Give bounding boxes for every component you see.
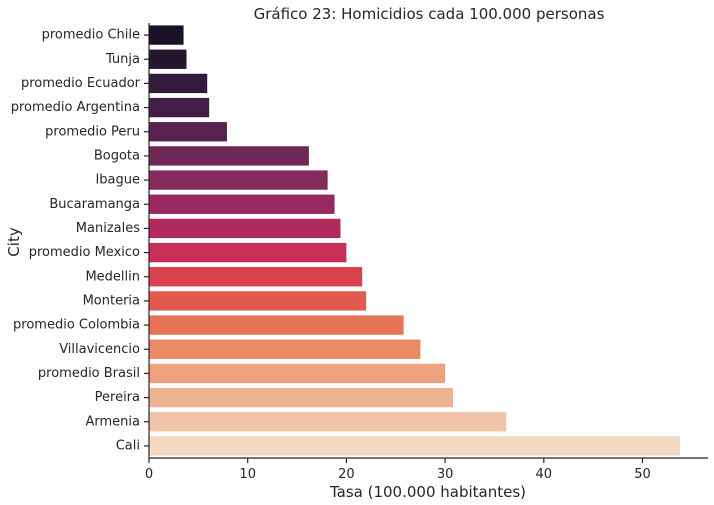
category-label: Villavicencio <box>59 342 140 357</box>
category-label: Tunja <box>105 52 140 67</box>
x-tick-label: 20 <box>338 467 355 482</box>
category-label: promedio Brasil <box>38 366 140 381</box>
x-tick-label: 0 <box>145 467 153 482</box>
bar-cali <box>149 436 681 456</box>
x-tick-label: 10 <box>239 467 256 482</box>
category-label: Medellin <box>85 269 140 284</box>
x-axis-ticks: 0 10 20 30 40 50 <box>145 458 651 482</box>
category-label: promedio Chile <box>42 28 140 43</box>
category-label: Bogota <box>94 148 140 163</box>
category-label: Armenia <box>86 414 141 429</box>
bars-group <box>149 25 681 456</box>
category-label: promedio Colombia <box>13 318 140 333</box>
category-label: Monteria <box>83 293 140 308</box>
bar-bogota <box>149 146 309 166</box>
bar-manizales <box>149 218 341 239</box>
y-axis-title: City <box>5 227 23 257</box>
bar-villavicencio <box>149 339 421 359</box>
bar-promedio-argentina <box>149 97 210 118</box>
category-labels: promedio Chile Tunja promedio Ecuador prome… <box>11 28 149 453</box>
category-label: Cali <box>116 438 140 453</box>
category-label: promedio Peru <box>45 124 140 139</box>
category-label: promedio Mexico <box>29 245 140 260</box>
bar-promedio-chile <box>149 25 184 45</box>
x-tick-label: 40 <box>536 467 553 482</box>
bar-promedio-mexico <box>149 242 347 263</box>
x-tick-label: 50 <box>634 467 651 482</box>
category-label: Pereira <box>95 390 140 405</box>
category-label: Manizales <box>76 221 140 236</box>
bar-tunja <box>149 49 187 69</box>
x-tick-label: 30 <box>437 467 454 482</box>
category-label: Bucaramanga <box>49 197 140 212</box>
bar-bucaramanga <box>149 194 335 214</box>
bar-medellin <box>149 267 363 287</box>
x-axis-title: Tasa (100.000 habitantes) <box>329 483 526 501</box>
bar-pereira <box>149 387 453 408</box>
bar-promedio-ecuador <box>149 73 208 94</box>
bar-monteria <box>149 291 367 311</box>
category-label: promedio Argentina <box>11 100 140 115</box>
category-label: promedio Ecuador <box>21 76 141 91</box>
category-label: Ibague <box>95 173 140 188</box>
bar-promedio-colombia <box>149 315 404 335</box>
bar-ibague <box>149 170 328 190</box>
bar-armenia <box>149 412 507 432</box>
chart-title: Gráfico 23: Homicidios cada 100.000 pers… <box>254 5 605 23</box>
bar-promedio-brasil <box>149 363 446 384</box>
bar-promedio-peru <box>149 122 227 142</box>
